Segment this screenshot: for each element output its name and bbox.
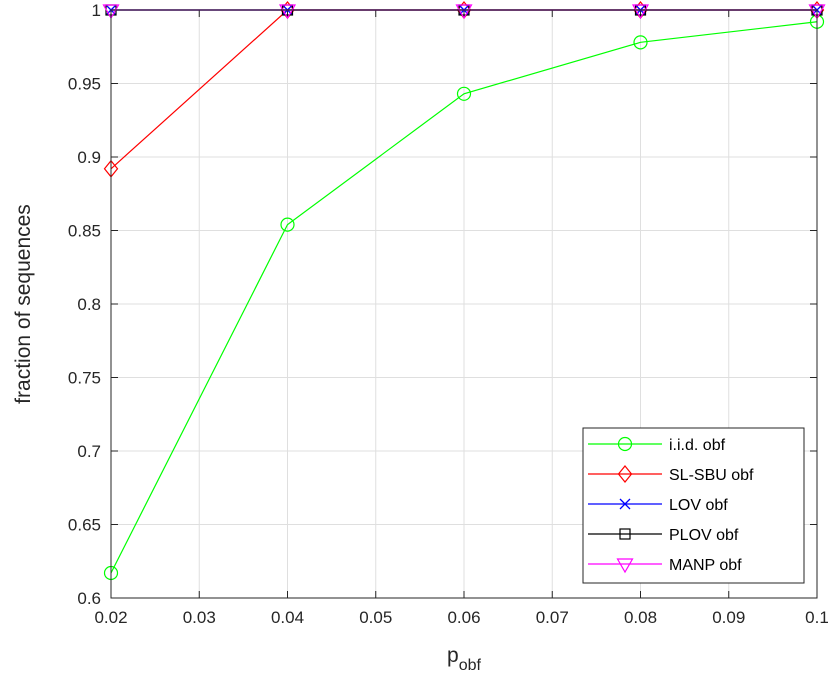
x-tick-label: 0.02: [94, 608, 127, 627]
legend-item: MANP obf: [588, 557, 742, 574]
x-tick-label: 0.08: [624, 608, 657, 627]
y-axis-ticks: 0.6 0.65 0.7 0.75 0.8 0.85 0.9 0.95 1: [68, 1, 817, 608]
x-tick-label: 0.07: [536, 608, 569, 627]
x-tick-label: 0.04: [271, 608, 304, 627]
triangle-down-marker: [631, 4, 650, 20]
y-tick-label: 1: [92, 1, 101, 20]
y-axis-label: fraction of sequences: [12, 204, 35, 404]
square-marker: [619, 528, 631, 540]
triangle-down-marker: [102, 4, 120, 20]
x-tick-label: 0.05: [359, 608, 392, 627]
x-tick-label: 0.1: [805, 608, 829, 627]
y-tick-label: 0.7: [77, 442, 101, 461]
legend-box: [582, 427, 805, 584]
x-tick-label: 0.03: [183, 608, 216, 627]
x-axis-label-subscript: obf: [459, 657, 482, 674]
x-axis-label: pobf: [447, 644, 481, 674]
y-tick-label: 0.65: [68, 516, 101, 535]
y-tick-label: 0.75: [68, 369, 101, 388]
legend: i.i.d. obf SL-SBU obf LOV obf PLOV obf MANP …: [582, 427, 805, 584]
x-tick-label: 0.06: [447, 608, 480, 627]
legend-item: PLOV obf: [588, 527, 739, 544]
triangle-down-marker: [616, 558, 634, 574]
series-line: [110, 21, 818, 574]
circle-marker: [280, 217, 295, 232]
plot-frame: [110, 9, 818, 599]
x-axis-label-main: p: [447, 644, 459, 667]
legend-label: i.i.d. obf: [669, 437, 726, 454]
y-tick-label: 0.6: [77, 589, 101, 608]
legend-label: LOV obf: [669, 497, 728, 514]
triangle-down-marker: [455, 4, 473, 20]
legend-item: i.i.d. obf: [588, 436, 726, 454]
triangle-down-marker: [278, 4, 297, 20]
circle-marker: [633, 35, 648, 50]
circle-marker: [456, 86, 472, 101]
y-tick-label: 0.85: [68, 222, 101, 241]
legend-item: SL-SBU obf: [588, 465, 754, 484]
legend-label: PLOV obf: [669, 527, 739, 544]
y-tick-label: 0.9: [77, 148, 101, 167]
triangle-down-marker: [808, 4, 826, 20]
y-tick-label: 0.8: [77, 295, 101, 314]
circle-marker: [617, 436, 633, 452]
x-marker: [619, 498, 631, 510]
legend-label: SL-SBU obf: [669, 467, 754, 484]
diamond-marker: [617, 465, 633, 483]
y-tick-label: 0.95: [68, 75, 101, 94]
legend-label: MANP obf: [669, 557, 742, 574]
x-tick-label: 0.09: [712, 608, 745, 627]
legend-item: LOV obf: [588, 497, 728, 514]
